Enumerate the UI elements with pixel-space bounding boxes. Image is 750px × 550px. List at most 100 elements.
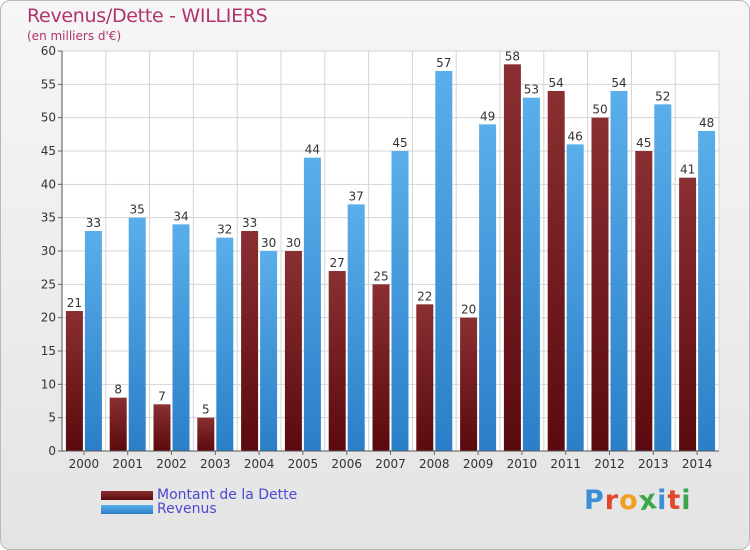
x-tick-label: 2011 bbox=[550, 457, 581, 471]
bar-debt bbox=[591, 117, 609, 452]
x-tick-label: 2006 bbox=[331, 457, 362, 471]
y-tick-label: 25 bbox=[41, 277, 56, 291]
bar-revenus bbox=[260, 251, 278, 451]
logo-letter: P bbox=[584, 485, 605, 516]
logo-letter: t bbox=[667, 485, 682, 516]
bar-revenus bbox=[610, 91, 628, 451]
data-label-debt: 25 bbox=[373, 269, 388, 283]
data-label-debt: 8 bbox=[114, 383, 122, 397]
bar-debt bbox=[153, 404, 171, 451]
data-label-revenus: 49 bbox=[480, 109, 495, 123]
bar-revenus bbox=[435, 71, 453, 451]
logo-letter: i bbox=[681, 485, 692, 516]
logo-letter: x bbox=[636, 483, 660, 518]
bar-debt bbox=[328, 271, 346, 451]
bar-revenus bbox=[128, 217, 146, 451]
x-tick-label: 2013 bbox=[638, 457, 669, 471]
chart-title: Revenus/Dette - WILLIERS bbox=[27, 5, 268, 27]
axes: 0 5 10 15 20 25 30 35 40 45 50 55 60 2000 2001 2002 2003… bbox=[41, 44, 719, 471]
bar-debt bbox=[372, 284, 390, 451]
legend-item-debt: Montant de la Dette bbox=[101, 487, 297, 503]
data-label-revenus: 34 bbox=[173, 209, 188, 223]
gridlines bbox=[61, 50, 720, 452]
bar-debt bbox=[65, 311, 83, 451]
y-tick-label: 35 bbox=[41, 211, 56, 225]
y-tick-label: 55 bbox=[41, 77, 56, 91]
data-label-revenus: 35 bbox=[130, 203, 145, 217]
y-tick-label: 5 bbox=[48, 411, 56, 425]
bar-debt bbox=[635, 151, 653, 451]
x-tick-label: 2001 bbox=[112, 457, 143, 471]
bar-debt bbox=[679, 177, 697, 451]
data-label-revenus: 54 bbox=[611, 76, 626, 90]
data-label-revenus: 44 bbox=[305, 143, 320, 157]
bar-revenus bbox=[84, 231, 102, 451]
x-tick-label: 2012 bbox=[594, 457, 625, 471]
y-tick-label: 45 bbox=[41, 144, 56, 158]
legend-label-revenus: Revenus bbox=[157, 501, 217, 517]
bar-debt bbox=[460, 317, 478, 451]
data-label-revenus: 46 bbox=[568, 129, 583, 143]
bar-revenus bbox=[522, 97, 540, 452]
data-label-debt: 22 bbox=[417, 289, 432, 303]
data-label-revenus: 48 bbox=[699, 116, 714, 130]
proxiti-logo: Proxiti bbox=[584, 483, 692, 518]
bar-debt bbox=[241, 231, 259, 451]
bar-revenus bbox=[698, 131, 716, 451]
bar-revenus bbox=[347, 204, 365, 451]
data-label-debt: 30 bbox=[286, 236, 301, 250]
data-label-debt: 27 bbox=[330, 256, 345, 270]
y-tick-label: 10 bbox=[41, 377, 56, 391]
legend-swatch-revenus bbox=[101, 504, 153, 514]
x-tick-label: 2009 bbox=[463, 457, 494, 471]
x-tick-label: 2007 bbox=[375, 457, 406, 471]
x-tick-label: 2000 bbox=[69, 457, 100, 471]
data-label-revenus: 37 bbox=[349, 189, 364, 203]
bar-revenus bbox=[391, 151, 409, 451]
data-label-revenus: 33 bbox=[86, 216, 101, 230]
legend-item-revenus: Revenus bbox=[101, 501, 217, 517]
y-tick-label: 0 bbox=[48, 444, 56, 458]
y-tick-label: 15 bbox=[41, 344, 56, 358]
x-tick-label: 2004 bbox=[244, 457, 275, 471]
bar-revenus bbox=[654, 104, 672, 451]
bar-debt bbox=[197, 417, 215, 451]
data-label-revenus: 57 bbox=[436, 56, 451, 70]
data-label-debt: 5 bbox=[202, 403, 210, 417]
x-tick-label: 2005 bbox=[288, 457, 319, 471]
data-label-debt: 58 bbox=[505, 49, 520, 63]
data-label-debt: 20 bbox=[461, 303, 476, 317]
logo-letter: o bbox=[619, 485, 639, 516]
bar-revenus bbox=[172, 224, 190, 451]
data-label-revenus: 53 bbox=[524, 83, 539, 97]
bar-revenus bbox=[479, 124, 497, 451]
logo-letter: i bbox=[657, 485, 668, 516]
data-label-revenus: 30 bbox=[261, 236, 276, 250]
y-tick-label: 60 bbox=[41, 44, 56, 58]
y-tick-label: 30 bbox=[41, 244, 56, 258]
y-tick-label: 50 bbox=[41, 111, 56, 125]
y-tick-label: 20 bbox=[41, 311, 56, 325]
data-labels: 21 33 8 35 7 34 5 32 33 30 30 44 27 37 25 45 22 57 20 49 58 5… bbox=[67, 49, 714, 416]
data-label-debt: 41 bbox=[680, 163, 695, 177]
data-label-revenus: 32 bbox=[217, 223, 232, 237]
data-label-debt: 33 bbox=[242, 216, 257, 230]
logo-letter: r bbox=[604, 485, 620, 516]
data-label-revenus: 45 bbox=[392, 136, 407, 150]
legend-swatch-debt bbox=[101, 490, 153, 500]
bar-debt bbox=[416, 304, 434, 451]
bar-debt bbox=[284, 251, 302, 451]
legend-label-debt: Montant de la Dette bbox=[157, 487, 298, 503]
x-tick-label: 2003 bbox=[200, 457, 231, 471]
data-label-revenus: 52 bbox=[655, 89, 670, 103]
data-label-debt: 21 bbox=[67, 296, 82, 310]
bar-revenus bbox=[566, 144, 584, 452]
data-label-debt: 54 bbox=[549, 76, 564, 90]
x-tick-label: 2010 bbox=[507, 457, 538, 471]
data-label-debt: 50 bbox=[592, 103, 607, 117]
x-tick-label: 2002 bbox=[156, 457, 187, 471]
bar-debt bbox=[547, 91, 565, 451]
y-tick-label: 40 bbox=[41, 177, 56, 191]
